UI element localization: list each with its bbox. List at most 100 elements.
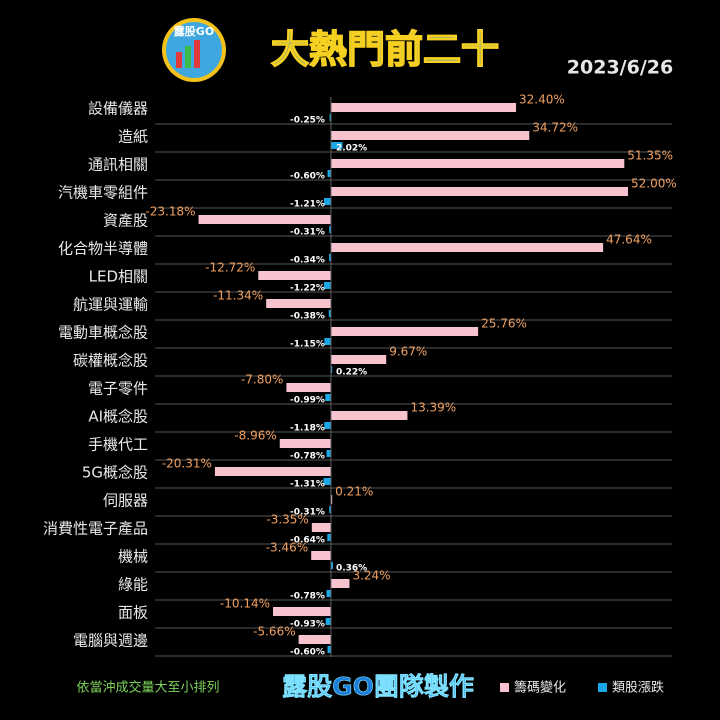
logo: 露股GO — [162, 18, 226, 82]
legend-label: 籌碼變化 — [514, 680, 566, 696]
sector-value-label: -0.93% — [290, 620, 325, 630]
chip-bar — [330, 579, 350, 588]
chip-value-label: 52.00% — [631, 177, 677, 191]
sector-value-label: -1.21% — [290, 200, 325, 210]
chip-bar — [273, 607, 331, 616]
chip-bar — [330, 243, 604, 252]
chip-bar — [214, 467, 331, 476]
chip-value-label: -12.72% — [205, 261, 255, 275]
category-label: 手機代工 — [88, 436, 148, 454]
sector-bar — [324, 338, 331, 345]
sector-bar — [324, 422, 331, 429]
sector-value-label: -0.64% — [290, 536, 325, 546]
sector-bar — [325, 394, 331, 401]
sector-value-label: -0.25% — [290, 116, 325, 126]
sector-bar — [323, 478, 331, 485]
category-label: 伺服器 — [103, 492, 148, 510]
chip-value-label: -11.34% — [213, 289, 263, 303]
chip-bar — [330, 411, 408, 420]
category-label: 電動車概念股 — [58, 324, 148, 342]
category-label: 造紙 — [118, 128, 148, 146]
chip-value-label: -7.80% — [241, 373, 283, 387]
chip-bar — [330, 355, 387, 364]
logo-text: 露股GO — [174, 25, 214, 38]
chip-value-label: 32.40% — [519, 93, 565, 107]
sector-bar — [329, 506, 331, 513]
sector-bar — [323, 282, 331, 289]
logo-bar — [185, 46, 191, 68]
category-label: 電子零件 — [88, 380, 148, 398]
chip-bar — [330, 327, 479, 336]
footnote: 依當沖成交量大至小排列 — [76, 680, 219, 696]
sector-bar — [325, 618, 331, 625]
category-label: 通訊相關 — [88, 156, 148, 174]
sector-bar — [329, 226, 331, 233]
category-label: 面板 — [118, 604, 148, 622]
chip-bar — [330, 495, 333, 504]
category-label: 汽機車零組件 — [58, 184, 148, 202]
chip-bar — [279, 439, 331, 448]
category-label: LED相關 — [89, 268, 148, 286]
chip-value-label: -5.66% — [253, 625, 295, 639]
sector-value-label: -0.31% — [290, 508, 325, 518]
sector-bar — [329, 114, 331, 121]
category-label: 消費性電子產品 — [43, 520, 148, 538]
category-label: 資產股 — [103, 212, 148, 230]
sector-bar — [327, 170, 331, 177]
chip-bar — [266, 299, 331, 308]
chip-value-label: -10.14% — [220, 597, 270, 611]
sector-value-label: -0.78% — [290, 452, 325, 462]
chip-bar — [330, 131, 530, 140]
chip-value-label: -8.96% — [234, 429, 276, 443]
sector-bar — [326, 590, 331, 597]
sector-bar — [326, 450, 331, 457]
category-label: AI概念股 — [88, 408, 148, 426]
chip-value-label: -3.46% — [266, 541, 308, 555]
chip-bar — [330, 103, 517, 112]
sector-value-label: -1.31% — [290, 480, 325, 490]
chart-title: 大熱門前二十 — [271, 28, 499, 72]
chip-bar — [330, 187, 629, 196]
category-label: 碳權概念股 — [73, 352, 148, 370]
sector-value-label: -0.60% — [290, 172, 325, 182]
sector-value-label: 0.22% — [336, 368, 367, 378]
chip-bar — [311, 551, 331, 560]
logo-bar — [194, 40, 200, 68]
chip-value-label: 13.39% — [410, 401, 456, 415]
chip-value-label: 34.72% — [532, 121, 578, 135]
sector-value-label: -0.60% — [290, 648, 325, 658]
chip-value-label: 47.64% — [606, 233, 652, 247]
sector-bar — [328, 310, 331, 317]
sector-bar — [330, 562, 334, 569]
sector-value-label: 2.02% — [336, 144, 367, 154]
sector-value-label: -0.78% — [290, 592, 325, 602]
chip-value-label: -3.35% — [266, 513, 308, 527]
sector-value-label: -0.38% — [290, 312, 325, 322]
sector-bar — [330, 142, 343, 149]
legend-label: 類股漲跌 — [612, 680, 664, 696]
date: 2023/6/26 — [567, 57, 673, 79]
category-label: 5G概念股 — [82, 464, 148, 482]
chip-value-label: 51.35% — [627, 149, 673, 163]
category-label: 設備儀器 — [88, 100, 148, 118]
legend-swatch — [598, 683, 607, 692]
sector-bar — [330, 366, 333, 373]
category-label: 電腦與週邊 — [73, 632, 148, 650]
chip-bar — [198, 215, 331, 224]
chip-bar — [311, 523, 331, 532]
chip-bar — [258, 271, 331, 280]
sector-bar — [324, 198, 331, 205]
credit: 露股GO團隊製作 — [282, 672, 474, 701]
sector-bar — [327, 646, 331, 653]
sector-value-label: -1.18% — [290, 424, 325, 434]
chip-bar — [286, 383, 331, 392]
chip-bar — [298, 635, 331, 644]
sector-value-label: -0.99% — [290, 396, 325, 406]
legend-swatch — [500, 683, 509, 692]
category-label: 綠能 — [118, 576, 148, 594]
sector-value-label: -0.31% — [290, 228, 325, 238]
logo-bar — [176, 52, 182, 68]
sector-bar — [327, 534, 331, 541]
